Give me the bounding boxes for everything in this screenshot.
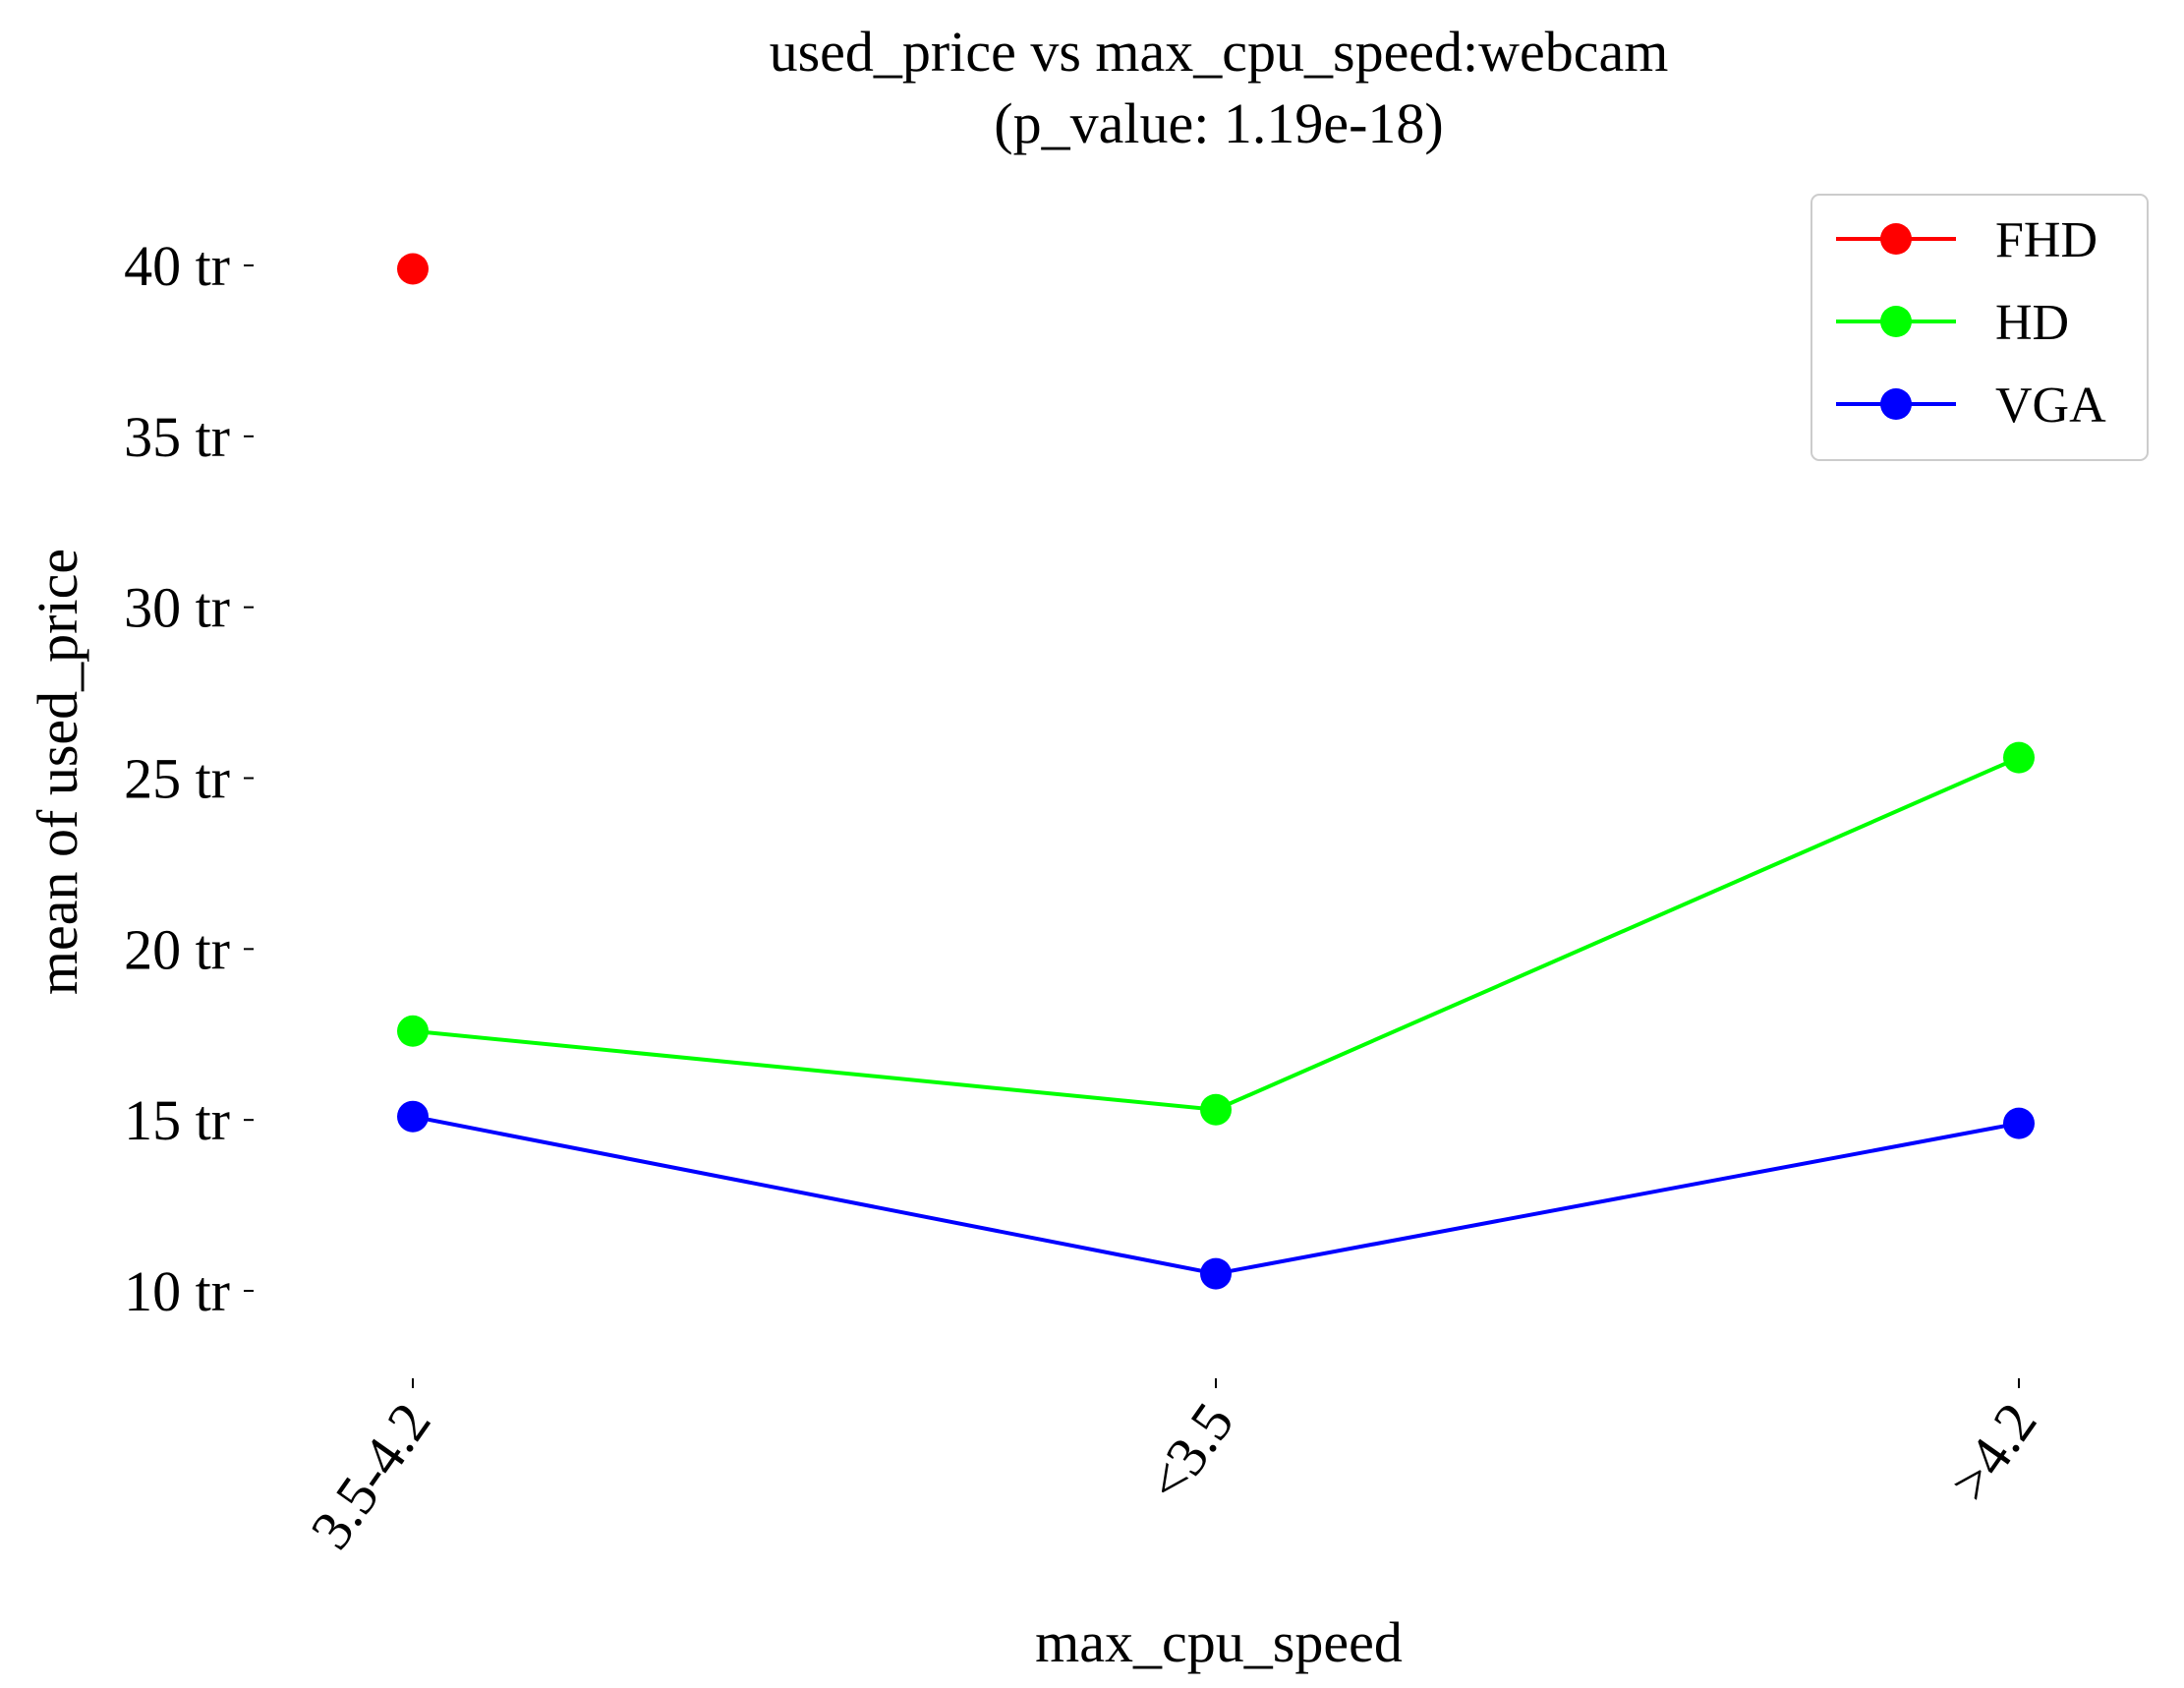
chart-title: used_price vs max_cpu_speed:webcam xyxy=(770,20,1669,84)
y-tick-label: 30 tr xyxy=(124,576,230,640)
x-axis-label: max_cpu_speed xyxy=(1035,1610,1403,1674)
y-tick-label: 15 tr xyxy=(124,1088,230,1152)
data-point-hd xyxy=(2003,741,2035,774)
legend-marker-vga xyxy=(1880,388,1912,420)
series-line-vga xyxy=(412,1114,2020,1276)
y-tick-label: 20 tr xyxy=(124,917,230,981)
legend-marker-hd xyxy=(1880,306,1912,337)
y-tick-label: 40 tr xyxy=(124,234,230,298)
data-point-hd xyxy=(397,1015,429,1047)
legend-marker-fhd xyxy=(1880,223,1912,255)
legend: FHD HD VGA xyxy=(1810,194,2149,461)
y-axis: 10 tr 15 tr 20 tr 25 tr 30 tr 35 tr 40 tr xyxy=(124,234,254,1323)
legend-label-fhd: FHD xyxy=(1995,212,2098,268)
data-point-vga xyxy=(1200,1257,1232,1290)
chart-subtitle: (p_value: 1.19e-18) xyxy=(994,91,1443,155)
data-point-vga xyxy=(2003,1107,2035,1139)
series-layer xyxy=(397,253,2035,1290)
x-tick-label: >4.2 xyxy=(1937,1391,2049,1512)
legend-label-vga: VGA xyxy=(1995,378,2106,434)
legend-label-hd: HD xyxy=(1995,295,2069,351)
data-point-fhd xyxy=(397,253,429,285)
x-tick-label: <3.5 xyxy=(1134,1391,1246,1512)
data-point-vga xyxy=(397,1100,429,1133)
y-axis-label: mean of used_price xyxy=(26,549,89,995)
y-tick-label: 35 tr xyxy=(124,405,230,469)
x-tick-label: 3.5-4.2 xyxy=(298,1391,442,1560)
x-axis: 3.5-4.2 <3.5 >4.2 xyxy=(298,1378,2049,1560)
y-tick-label: 25 tr xyxy=(124,747,230,811)
data-point-hd xyxy=(1200,1093,1232,1126)
series-line-hd xyxy=(412,755,2020,1112)
y-tick-label: 10 tr xyxy=(124,1259,230,1323)
